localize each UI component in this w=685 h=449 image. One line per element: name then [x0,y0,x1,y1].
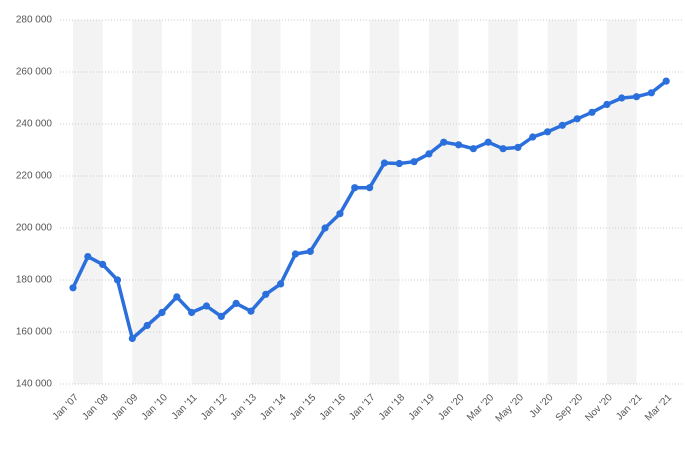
point [99,260,107,268]
point [143,321,151,330]
point [202,302,211,310]
point [69,284,77,292]
point [454,141,463,149]
point [632,93,641,101]
x-tick-label: Mar '21 [643,392,674,423]
x-tick-label: Jan '13 [229,392,260,423]
point [410,158,418,166]
x-tick-label: Jan '17 [347,392,378,423]
y-tick-label: 200 000 [16,223,53,234]
point [618,94,626,102]
band [132,20,162,384]
point [573,115,581,123]
y-tick-label: 180 000 [16,275,53,286]
point [247,307,255,315]
band [73,20,103,384]
point [217,312,225,320]
y-tick-label: 260 000 [16,67,53,78]
point [558,121,566,129]
y-tick-label: 240 000 [16,119,53,130]
y-tick-label: 280 000 [16,15,53,26]
x-tick-label: Jan '20 [436,392,467,423]
band [310,20,340,384]
point [351,184,359,192]
band [428,20,459,384]
point [321,224,329,232]
point [499,145,507,153]
point [158,308,166,317]
x-tick-label: Jan '09 [110,392,141,423]
point [128,334,136,343]
point [336,210,344,218]
x-tick-label: May '20 [494,392,527,425]
x-tick-label: Jul '20 [528,392,556,420]
x-tick-label: Jan '08 [80,392,111,423]
point [647,89,655,97]
x-tick-label: Jan '12 [199,392,230,423]
point [232,299,240,307]
band [606,20,637,384]
point [84,253,92,261]
point [366,184,374,192]
x-tick-label: Jan '18 [377,392,408,423]
point [277,280,285,288]
band [369,20,400,384]
background-bands [73,20,637,384]
y-tick-label: 160 000 [16,327,53,338]
point [291,250,300,258]
y-tick-label: 140 000 [16,379,53,390]
y-tick-label: 220 000 [16,171,53,182]
band [488,20,518,384]
x-tick-label: Mar '20 [465,392,496,423]
point [543,128,552,136]
point [662,77,670,85]
point [440,138,448,146]
x-tick-label: Jan '15 [288,392,319,423]
point [603,100,611,109]
x-tick-label: Jan '14 [258,392,289,423]
x-tick-label: Jan '21 [614,392,645,423]
x-tick-label: Jan '07 [51,392,82,423]
point [425,150,433,158]
point [188,308,196,317]
x-tick-label: Jan '11 [170,392,200,422]
point [514,143,522,151]
point [469,145,478,153]
x-tick-label: Jan '16 [318,392,349,423]
point [529,133,537,141]
point [380,159,389,167]
point [306,247,314,255]
point [395,159,403,168]
band [250,20,281,384]
point [588,108,596,116]
point [113,276,122,284]
x-tick-label: Jan '10 [140,392,171,423]
point [262,290,270,298]
x-tick-label: Sep '20 [554,392,586,424]
x-tick-label: Jan '19 [407,392,438,423]
x-tick-label: Nov '20 [583,392,615,424]
band [191,20,222,384]
point [173,293,181,301]
band [547,20,578,384]
point [484,138,492,146]
